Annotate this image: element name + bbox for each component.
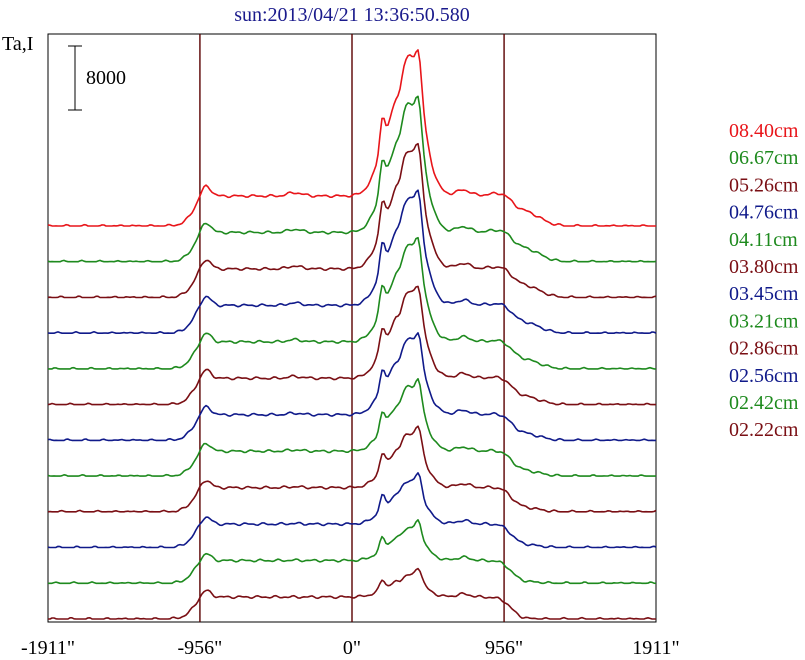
- series-line-06.67cm: [47, 95, 657, 263]
- series-line-03.80cm: [47, 285, 656, 406]
- x-tick-label: 0": [343, 637, 361, 659]
- series-line-08.40cm: [47, 49, 656, 227]
- series-line-02.42cm: [48, 519, 657, 585]
- series-line-02.56cm: [47, 472, 657, 549]
- series-line-02.22cm: [48, 567, 656, 620]
- series-line-04.76cm: [47, 189, 657, 334]
- x-tick-label: -956": [178, 637, 223, 659]
- legend-entry: 08.40cm: [729, 120, 799, 142]
- x-tick-label: -1911": [21, 637, 75, 659]
- legend-entry: 06.67cm: [729, 147, 799, 169]
- series-layer: [47, 49, 657, 620]
- series-line-03.45cm: [47, 332, 656, 442]
- chart-title: sun:2013/04/21 13:36:50.580: [234, 4, 470, 26]
- series-line-04.11cm: [48, 236, 656, 370]
- legend-entry: 02.42cm: [729, 392, 799, 414]
- legend-entry: 05.26cm: [729, 174, 799, 196]
- legend-entry: 02.22cm: [729, 419, 799, 441]
- scale-bar: 8000: [68, 45, 126, 111]
- series-line-02.86cm: [47, 425, 657, 513]
- scale-bar-label: 8000: [86, 67, 126, 89]
- vertical-reference-lines: [199, 34, 505, 622]
- legend-entry: 03.80cm: [729, 256, 799, 278]
- y-axis-label: Ta,I: [2, 33, 33, 55]
- legend-entry: 02.86cm: [729, 338, 799, 360]
- legend-entry: 04.76cm: [729, 202, 799, 224]
- legend-entry: 02.56cm: [729, 365, 799, 387]
- legend-entry: 04.11cm: [729, 229, 798, 251]
- legend-entry: 03.21cm: [729, 310, 799, 332]
- series-line-05.26cm: [47, 142, 657, 299]
- x-tick-label: 1911": [632, 637, 679, 659]
- x-tick-label: 956": [485, 637, 523, 659]
- series-line-03.21cm: [47, 378, 656, 477]
- legend: 08.40cm 06.67cm 05.26cm 04.76cm 04.11cm 03.80…: [729, 120, 799, 441]
- legend-entry: 03.45cm: [729, 283, 799, 305]
- x-tick-labels: -1911" -956" 0" 956" 1911": [21, 637, 680, 659]
